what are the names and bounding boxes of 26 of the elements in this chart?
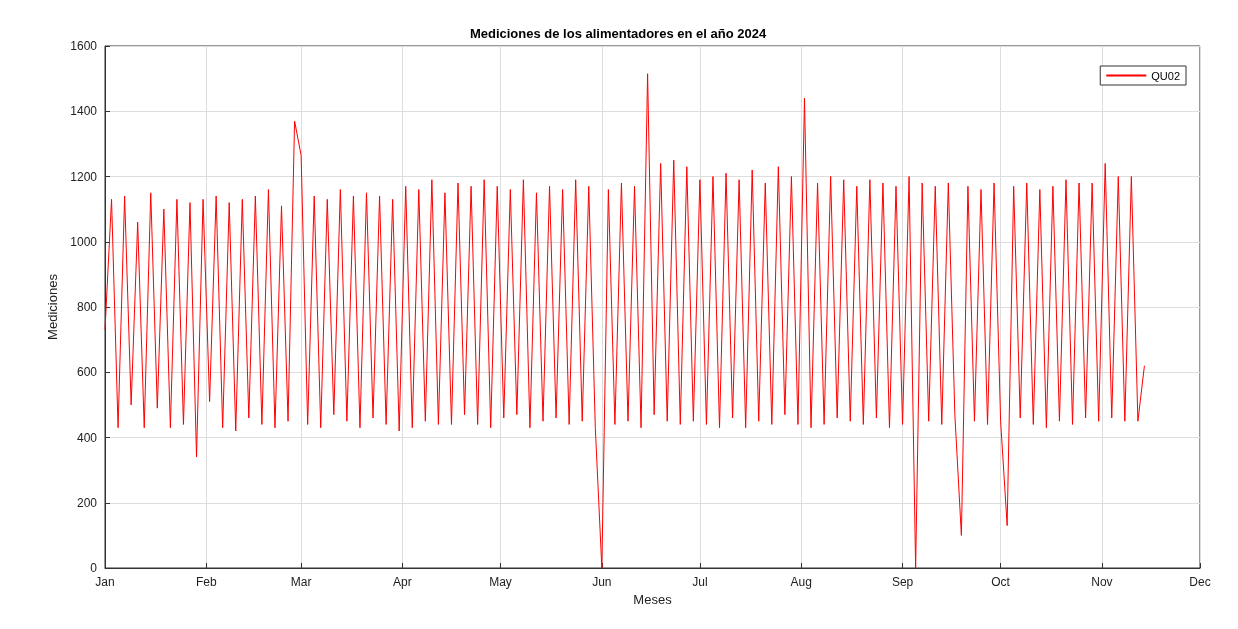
x-tick-label: Apr	[393, 575, 412, 589]
x-tick-label: Nov	[1091, 575, 1113, 589]
y-axis-title: Mediciones	[45, 273, 61, 340]
y-tick-label: 600	[76, 365, 98, 380]
x-tick-label: Aug	[790, 575, 812, 589]
legend-label: QU02	[1151, 69, 1181, 82]
x-tick-label: May	[489, 575, 512, 589]
x-axis-title: Meses	[633, 591, 673, 607]
chart-title: Mediciones de los alimentadores en el año 2024	[469, 26, 767, 41]
line-series	[104, 73, 1145, 569]
x-tick-label: Sep	[891, 575, 914, 589]
x-tick-label: Jun	[592, 575, 612, 589]
y-tick-label: 1400	[70, 104, 98, 119]
x-tick-label: Jul	[692, 575, 708, 589]
x-tick-label: Feb	[195, 575, 217, 589]
y-tick-label: 200	[76, 495, 98, 510]
y-tick-label: 1200	[70, 169, 98, 184]
y-tick-label: 1600	[70, 39, 98, 53]
x-tick-label: Jan	[95, 575, 115, 589]
x-tick-label: Oct	[991, 575, 1011, 589]
y-tick-label: 800	[76, 300, 98, 314]
y-tick-label: 1000	[70, 234, 98, 249]
x-tick-label: Mar	[290, 575, 312, 589]
y-tick-label: 400	[76, 430, 98, 445]
x-tick-label: Dec	[1189, 575, 1211, 589]
y-tick-label: 0	[90, 561, 98, 575]
